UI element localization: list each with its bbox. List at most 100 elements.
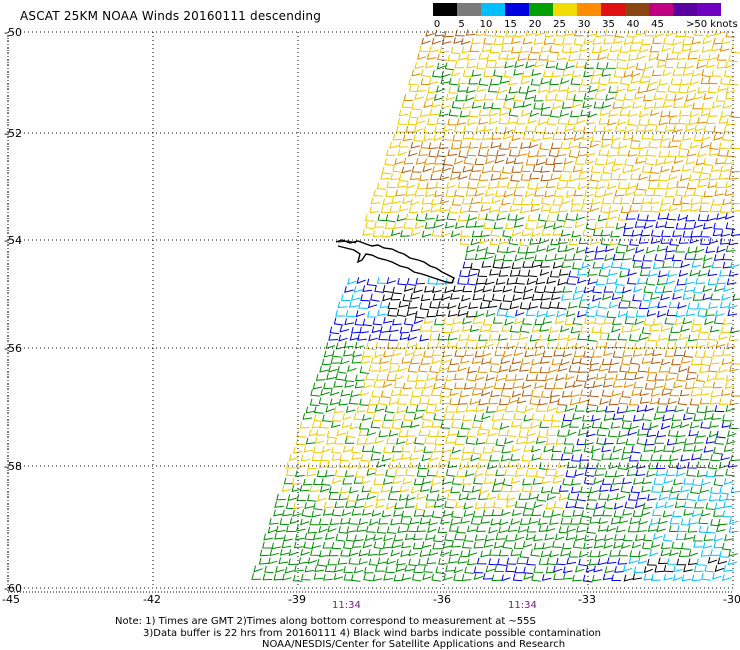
wind-barb [415,502,425,511]
wind-barb [313,502,323,511]
wind-barb [651,485,661,493]
wind-barb [442,509,453,517]
wind-barb [655,158,665,166]
wind-barb [515,181,526,189]
wind-barb [309,398,320,406]
wind-barb [702,542,713,549]
wind-barb [522,100,532,108]
wind-barb [388,429,399,437]
wind-barb [572,380,583,388]
wind-barb [581,261,591,269]
wind-barb [440,517,450,525]
wind-barb [545,566,556,574]
wind-barb [580,389,590,397]
wind-barb [687,302,698,310]
wind-barb [703,534,714,542]
wind-barb [689,78,699,86]
wind-barb [684,438,694,445]
wind-barb [401,541,411,549]
wind-barb [600,141,611,149]
wind-barb [613,158,624,166]
wind-barb [344,381,354,388]
wind-barb [441,486,451,494]
wind-barb [729,365,739,372]
wind-barb [512,294,522,302]
wind-barb [554,317,565,325]
wind-barb [719,301,730,309]
wind-barb [325,405,335,413]
wind-barb [714,189,724,197]
wind-barb [478,398,488,406]
wind-barb [676,462,687,470]
wind-barb [529,172,539,180]
wind-barb [415,117,426,124]
wind-barb [662,510,673,518]
wind-barb [314,565,324,573]
wind-barb [467,269,478,277]
wind-barb [539,142,549,151]
wind-barb [466,525,477,533]
wind-barb [675,310,685,318]
wind-barb [545,438,556,445]
legend-label: 35 [602,19,615,30]
wind-barb [410,198,420,206]
wind-barb [595,373,606,380]
wind-barb [478,53,489,60]
wind-barb [565,93,576,100]
wind-barb [663,157,674,165]
wind-barb [362,541,373,549]
wind-barb [338,398,349,406]
wind-barb [545,310,555,318]
wind-barb [519,206,530,214]
south-georgia-coastline [335,239,455,284]
wind-barb [719,206,730,213]
wind-barb [536,245,546,252]
wind-barb [630,76,641,84]
wind-barb [525,158,536,166]
wind-barb [432,166,442,173]
wind-barb [522,478,532,486]
wind-barb [476,181,487,189]
wind-barb [696,62,706,70]
wind-barb [713,37,723,45]
wind-barb [418,429,429,437]
wind-barb [259,549,270,557]
wind-barb [493,222,504,230]
wind-barb [453,373,464,381]
wind-barb [434,126,444,133]
wind-barb [447,333,458,341]
wind-barb [671,46,682,54]
wind-barb [627,269,637,277]
wind-barb [347,365,357,373]
wind-barb [703,445,714,453]
lat-tick-label: -58 [4,460,22,473]
wind-barb [620,206,631,214]
wind-barb [606,525,616,533]
wind-barb [356,525,366,532]
wind-barb [716,430,726,439]
wind-barb [393,381,404,389]
wind-barb [415,213,426,222]
wind-barb [370,356,381,364]
wind-barb [644,29,655,37]
wind-barb [633,381,644,389]
wind-barb [413,125,424,133]
wind-barb [718,366,728,373]
wind-barb [406,277,417,286]
wind-barb [592,285,602,294]
wind-barb [601,478,612,485]
wind-barb [641,165,652,174]
wind-barb [533,37,544,45]
wind-barb [649,109,660,117]
wind-barb [262,573,273,581]
wind-barb [283,534,293,542]
wind-barb [434,404,444,412]
wind-barb [443,382,454,391]
wind-barb [344,470,355,478]
wind-barb [685,158,695,165]
wind-barb [675,222,686,230]
wind-barb [397,277,407,286]
wind-barb [500,389,511,397]
wind-barb [408,85,419,92]
wind-barb [376,526,387,534]
